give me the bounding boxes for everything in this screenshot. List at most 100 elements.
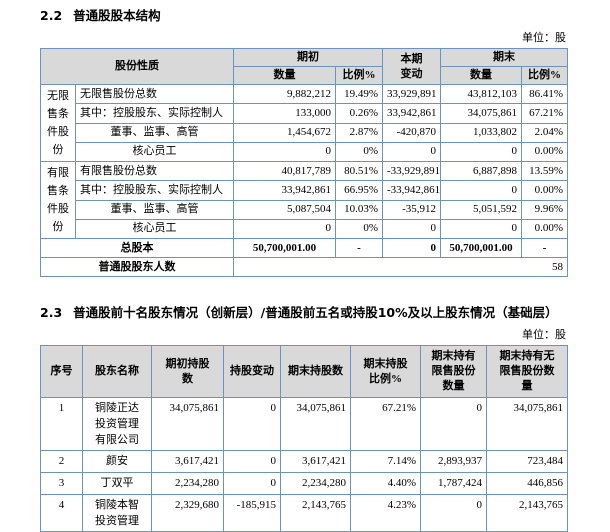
begin-shares-cell: 34,075,861 bbox=[151, 397, 224, 451]
col-header-share-change: 持股变动 bbox=[223, 345, 281, 398]
begin-qty-cell: 5,087,504 bbox=[233, 199, 336, 220]
table-row: 3 丁双平 2,234,280 0 2,234,280 4.40% 1,787,… bbox=[40, 472, 568, 495]
change-cell: -33,942,861 bbox=[382, 180, 441, 201]
begin-shares-cell: 3,617,421 bbox=[151, 450, 224, 473]
share-capital-structure-table: 股份性质 期初 本期变动 期末 数量 比例% 数量 比例% 无限售条件股份 无限… bbox=[40, 48, 568, 277]
total-change: 0 bbox=[382, 238, 441, 258]
begin-ratio-cell: 0.26% bbox=[335, 103, 383, 124]
col-header-end-ratio: 比例% bbox=[521, 66, 568, 85]
shareholder-count-label: 普通股股东人数 bbox=[40, 257, 234, 277]
col-header-end-restricted: 期末持有限售股份数量 bbox=[420, 345, 487, 398]
begin-qty-cell: 133,000 bbox=[233, 103, 336, 124]
share-type-cell: 核心员工 bbox=[75, 141, 234, 163]
serial-cell: 3 bbox=[40, 472, 83, 495]
table-row: 核心员工 0 0% 0 0 0.00% bbox=[41, 218, 568, 240]
share-change-cell: -185,915 bbox=[223, 494, 281, 532]
col-header-begin-qty: 数量 bbox=[233, 66, 336, 85]
section-2-3-heading: 2.3 普通股前十名股东情况（创新层）/普通股前五名或持股10%及以上股东情况（… bbox=[40, 305, 567, 321]
change-cell: 0 bbox=[382, 141, 441, 163]
shareholder-name-cell: 颜安 bbox=[82, 450, 152, 473]
unit-label: 单位：股 bbox=[522, 32, 566, 44]
end-shares-cell: 3,617,421 bbox=[280, 450, 351, 473]
col-header-shareholder-name: 股东名称 bbox=[82, 345, 152, 398]
serial-cell: 4 bbox=[40, 494, 83, 532]
table-row: 1 铜陵正达投资管理有限公司 34,075,861 0 34,075,861 6… bbox=[40, 397, 568, 451]
section-title: 普通股前十名股东情况（创新层）/普通股前五名或持股10%及以上股东情况（基础层） bbox=[73, 305, 558, 320]
end-ratio-cell: 67.21% bbox=[521, 103, 568, 124]
table-row: 无限售条件股份 无限售股份总数 9,882,212 19.49% 33,929,… bbox=[40, 83, 568, 162]
share-type-cell: 核心员工 bbox=[75, 218, 234, 240]
total-share-capital-row: 总股本 50,700,001.00 - 0 50,700,001.00 - bbox=[40, 238, 568, 258]
section-title: 普通股股本结构 bbox=[73, 8, 161, 23]
end-qty-cell: 1,033,802 bbox=[440, 122, 522, 143]
top-shareholders-table: 序号 股东名称 期初持股数 持股变动 期末持股数 期末持股比例% 期末持有限售股… bbox=[40, 345, 568, 532]
end-ratio-cell: 86.41% bbox=[521, 83, 568, 105]
begin-ratio-cell: 19.49% bbox=[335, 83, 383, 105]
shareholder-count-row: 普通股股东人数 58 bbox=[40, 257, 568, 277]
col-header-end-qty: 数量 bbox=[440, 66, 522, 85]
begin-qty-cell: 40,817,789 bbox=[233, 160, 336, 182]
change-cell: 33,942,861 bbox=[382, 103, 441, 124]
end-ratio-cell: 0.00% bbox=[521, 180, 568, 201]
header-row: 数量 比例% 数量 比例% bbox=[41, 66, 568, 85]
begin-shares-cell: 2,234,280 bbox=[151, 472, 224, 495]
share-change-cell: 0 bbox=[223, 472, 281, 495]
share-type-cell: 董事、监事、高管 bbox=[75, 199, 234, 220]
col-header-end: 期末 bbox=[440, 48, 568, 67]
share-type-cell: 无限售股份总数 bbox=[75, 83, 234, 105]
section-2-2-heading: 2.2 普通股股本结构 bbox=[40, 8, 567, 24]
begin-qty-cell: 0 bbox=[233, 218, 336, 240]
table-row: 其中：控股股东、实际控制人 33,942,861 66.95% -33,942,… bbox=[41, 180, 568, 201]
end-ratio-cell: 2.04% bbox=[521, 122, 568, 143]
table-row: 其中：控股股东、实际控制人 133,000 0.26% 33,942,861 3… bbox=[41, 103, 568, 124]
end-unrestricted-cell: 34,075,861 bbox=[486, 397, 568, 451]
change-cell: 33,929,891 bbox=[382, 83, 441, 105]
section-number: 2.3 bbox=[40, 305, 63, 320]
total-begin-qty: 50,700,001.00 bbox=[233, 238, 336, 258]
end-unrestricted-cell: 446,856 bbox=[486, 472, 568, 495]
col-header-share-nature: 股份性质 bbox=[40, 48, 234, 85]
col-header-end-unrestricted: 期末持有无限售股份数量 bbox=[486, 345, 568, 398]
unit-label: 单位：股 bbox=[522, 329, 566, 341]
total-label: 总股本 bbox=[40, 238, 234, 258]
share-type-cell: 其中：控股股东、实际控制人 bbox=[75, 180, 234, 201]
header-row: 股份性质 期初 本期变动 期末 bbox=[40, 48, 568, 85]
group-label-unrestricted: 无限售条件股份 bbox=[40, 84, 76, 162]
end-restricted-cell: 0 bbox=[420, 397, 487, 451]
table-row: 有限售条件股份 有限售股份总数 40,817,789 80.51% -33,92… bbox=[40, 160, 568, 239]
col-header-change: 本期变动 bbox=[382, 48, 441, 85]
end-restricted-cell: 2,893,937 bbox=[420, 450, 487, 473]
end-ratio-cell: 9.96% bbox=[521, 199, 568, 220]
total-end-qty: 50,700,001.00 bbox=[440, 238, 522, 258]
table-row: 2 颜安 3,617,421 0 3,617,421 7.14% 2,893,9… bbox=[40, 450, 568, 473]
begin-qty-cell: 33,942,861 bbox=[233, 180, 336, 201]
col-header-begin-shares: 期初持股数 bbox=[151, 345, 224, 398]
table-row: 4 铜陵本智投资管理 2,329,680 -185,915 2,143,765 … bbox=[40, 494, 568, 532]
change-cell: -33,929,891 bbox=[382, 160, 441, 182]
table-row: 董事、监事、高管 1,454,672 2.87% -420,870 1,033,… bbox=[41, 122, 568, 143]
end-qty-cell: 0 bbox=[440, 180, 522, 201]
end-qty-cell: 6,887,898 bbox=[440, 160, 522, 182]
begin-qty-cell: 0 bbox=[233, 141, 336, 163]
total-begin-ratio: - bbox=[335, 238, 383, 258]
end-shares-cell: 34,075,861 bbox=[280, 397, 351, 451]
end-restricted-cell: 1,787,424 bbox=[420, 472, 487, 495]
table-row: 董事、监事、高管 5,087,504 10.03% -35,912 5,051,… bbox=[41, 199, 568, 220]
share-type-cell: 有限售股份总数 bbox=[75, 160, 234, 182]
begin-ratio-cell: 10.03% bbox=[335, 199, 383, 220]
end-ratio-cell: 67.21% bbox=[350, 397, 421, 451]
change-cell: -35,912 bbox=[382, 199, 441, 220]
share-change-cell: 0 bbox=[223, 397, 281, 451]
end-unrestricted-cell: 2,143,765 bbox=[486, 494, 568, 532]
section-number: 2.2 bbox=[40, 8, 63, 23]
shareholder-name-cell: 铜陵正达投资管理有限公司 bbox=[82, 397, 152, 451]
begin-ratio-cell: 0% bbox=[335, 218, 383, 240]
total-end-ratio: - bbox=[521, 238, 568, 258]
change-cell: -420,870 bbox=[382, 122, 441, 143]
change-cell: 0 bbox=[382, 218, 441, 240]
col-header-serial: 序号 bbox=[40, 345, 83, 398]
end-qty-cell: 0 bbox=[440, 141, 522, 163]
end-ratio-cell: 0.00% bbox=[521, 218, 568, 240]
header-row: 序号 股东名称 期初持股数 持股变动 期末持股数 期末持股比例% 期末持有限售股… bbox=[40, 345, 568, 398]
share-type-cell: 其中：控股股东、实际控制人 bbox=[75, 103, 234, 124]
